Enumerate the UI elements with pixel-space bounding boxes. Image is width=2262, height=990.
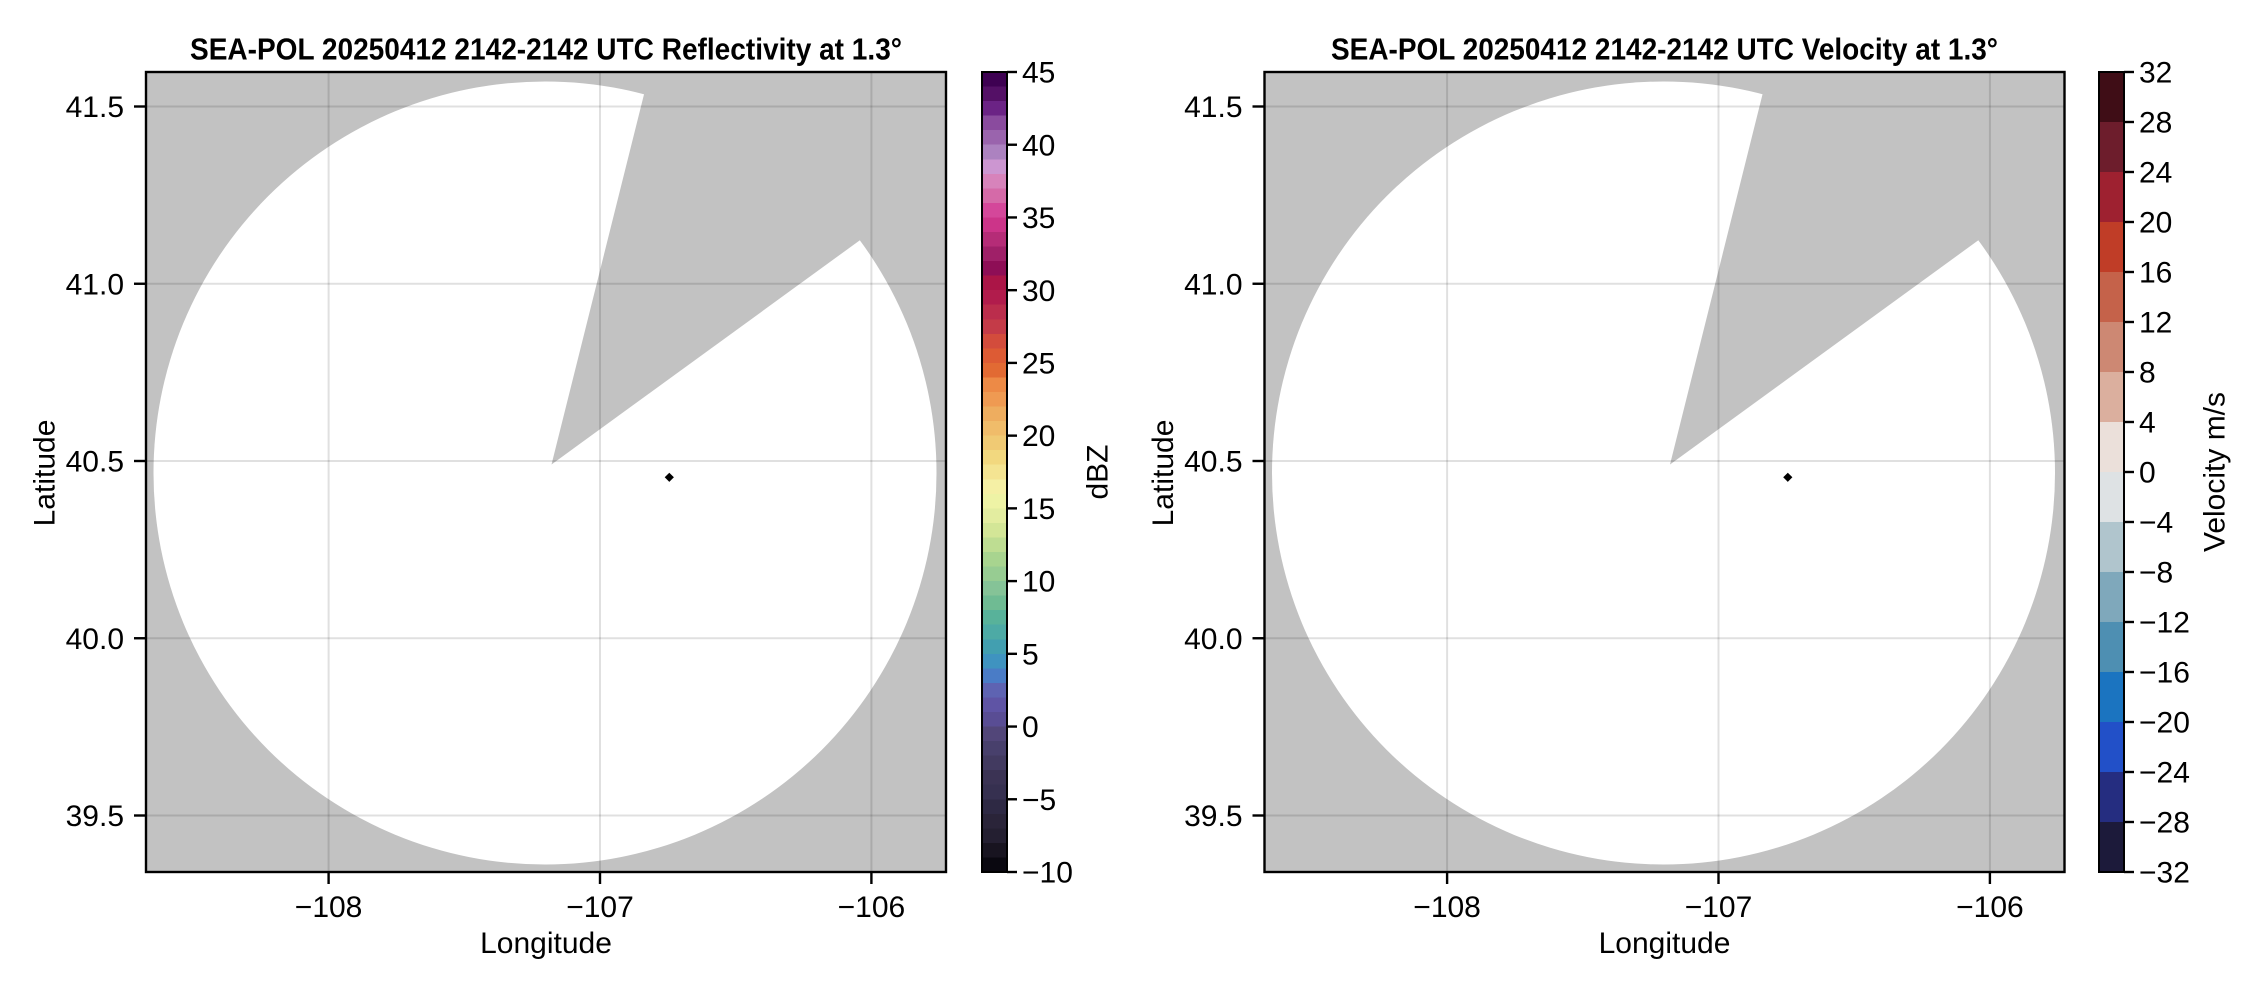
svg-text:40.0: 40.0 — [1184, 623, 1242, 656]
svg-text:−16: −16 — [2139, 657, 2190, 690]
svg-text:41.5: 41.5 — [66, 91, 124, 124]
svg-text:SEA-POL 20250412 2142-2142 UTC: SEA-POL 20250412 2142-2142 UTC Reflectiv… — [190, 32, 902, 67]
svg-text:40: 40 — [1022, 129, 1055, 162]
svg-text:−32: −32 — [2139, 857, 2190, 890]
svg-text:40.5: 40.5 — [1184, 446, 1242, 479]
svg-text:12: 12 — [2139, 307, 2172, 340]
svg-text:40.5: 40.5 — [66, 446, 124, 479]
svg-text:41.0: 41.0 — [66, 268, 124, 301]
svg-text:40.0: 40.0 — [66, 623, 124, 656]
svg-text:15: 15 — [1022, 493, 1055, 526]
svg-text:8: 8 — [2139, 357, 2156, 390]
svg-text:25: 25 — [1022, 348, 1055, 381]
svg-text:4: 4 — [2139, 407, 2156, 440]
svg-text:Latitude: Latitude — [1147, 420, 1180, 527]
svg-text:−106: −106 — [838, 891, 906, 924]
svg-text:35: 35 — [1022, 202, 1055, 235]
svg-text:20: 20 — [2139, 207, 2172, 240]
svg-text:−4: −4 — [2139, 507, 2173, 540]
svg-text:−24: −24 — [2139, 757, 2190, 790]
svg-text:−108: −108 — [295, 891, 363, 924]
svg-text:41.0: 41.0 — [1184, 268, 1242, 301]
svg-text:−28: −28 — [2139, 807, 2190, 840]
svg-text:16: 16 — [2139, 257, 2172, 290]
svg-text:41.5: 41.5 — [1184, 91, 1242, 124]
svg-text:−12: −12 — [2139, 607, 2190, 640]
svg-text:−107: −107 — [1685, 891, 1753, 924]
svg-text:Velocity m/s: Velocity m/s — [2199, 392, 2232, 552]
svg-text:28: 28 — [2139, 107, 2172, 140]
svg-text:0: 0 — [2139, 457, 2156, 490]
svg-text:Longitude: Longitude — [480, 927, 612, 960]
svg-text:−106: −106 — [1956, 891, 2024, 924]
svg-text:39.5: 39.5 — [1184, 800, 1242, 833]
svg-text:5: 5 — [1022, 638, 1039, 671]
svg-text:−8: −8 — [2139, 557, 2173, 590]
svg-text:30: 30 — [1022, 275, 1055, 308]
svg-text:32: 32 — [2139, 57, 2172, 90]
svg-text:−107: −107 — [566, 891, 634, 924]
svg-text:0: 0 — [1022, 711, 1039, 744]
svg-text:−5: −5 — [1022, 784, 1056, 817]
svg-text:39.5: 39.5 — [66, 800, 124, 833]
svg-text:24: 24 — [2139, 157, 2172, 190]
svg-text:45: 45 — [1022, 57, 1055, 90]
svg-text:10: 10 — [1022, 566, 1055, 599]
svg-text:Latitude: Latitude — [29, 420, 62, 527]
svg-text:−20: −20 — [2139, 707, 2190, 740]
svg-text:20: 20 — [1022, 420, 1055, 453]
svg-text:−10: −10 — [1022, 857, 1073, 890]
svg-text:SEA-POL 20250412 2142-2142 UTC: SEA-POL 20250412 2142-2142 UTC Velocity … — [1331, 32, 1998, 67]
svg-text:dBZ: dBZ — [1082, 444, 1115, 499]
svg-text:Longitude: Longitude — [1599, 927, 1731, 960]
svg-text:−108: −108 — [1413, 891, 1481, 924]
